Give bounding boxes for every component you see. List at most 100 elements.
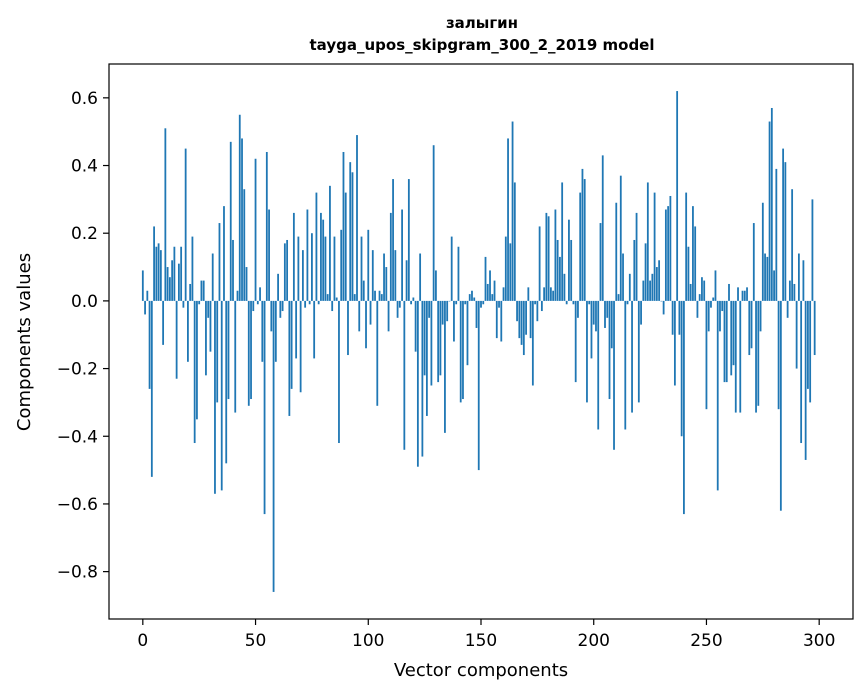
bar-138 [453,300,455,342]
bars-group [141,91,816,592]
bar-151 [482,300,485,305]
bar-196 [583,179,586,301]
bar-7 [157,243,160,301]
bar-19 [184,148,187,301]
bar-219 [635,212,638,301]
bar-202 [597,300,600,430]
bar-43 [238,114,241,301]
bar-35 [220,300,223,491]
bar-246 [696,300,699,318]
y-axis-ticks: 0.6 0.4 0.2 0.0 −0.2 −0.4 −0.6 −0.8 [57,89,109,583]
bar-118 [407,179,410,301]
bar-276 [764,253,766,301]
bar-107 [383,253,385,301]
bar-245 [694,226,697,301]
bar-175 [536,300,539,322]
bar-197 [586,300,588,403]
bar-199 [590,300,593,359]
bar-92 [349,162,352,301]
bar-110 [389,212,392,301]
bar-39 [229,141,232,301]
bar-2 [146,290,149,301]
bar-111 [392,179,394,301]
bar-5 [153,226,155,301]
bar-22 [191,236,194,301]
bar-31 [211,253,214,301]
bar-4 [150,300,153,477]
bar-104 [376,300,379,406]
bar-274 [759,300,762,332]
bar-112 [394,250,397,301]
bar-121 [414,300,417,352]
bar-191 [572,300,575,305]
bar-163 [509,243,512,301]
bar-204 [601,155,604,301]
bar-201 [595,300,597,332]
bar-186 [561,182,564,301]
x-tick-label: 100 [352,631,384,651]
bar-212 [619,175,622,301]
bar-68 [295,300,298,359]
bar-105 [378,290,381,301]
bar-271 [752,223,755,301]
bar-231 [662,300,665,315]
bar-101 [369,300,372,325]
bar-227 [653,192,656,301]
bar-183 [554,209,557,301]
y-tick-label: −0.4 [57,427,98,447]
bar-239 [680,300,683,437]
bar-109 [387,300,390,332]
bar-281 [775,168,778,301]
bar-182 [552,290,555,301]
bar-66 [290,300,293,389]
bar-86 [335,297,338,301]
bar-27 [202,280,205,301]
bar-172 [529,300,532,339]
bar-164 [511,121,514,301]
bar-61 [279,300,282,318]
bar-224 [646,182,649,301]
bar-89 [342,151,345,301]
bar-174 [534,300,537,305]
bar-238 [678,300,681,335]
chart-title-line-2: tayga_upos_skipgram_300_2_2019 model [310,36,655,54]
bar-117 [405,260,408,301]
bar-194 [579,192,582,301]
bar-6 [155,246,158,301]
bar-59 [274,300,277,362]
bar-252 [710,300,712,308]
bar-290 [795,300,798,369]
bar-51 [256,300,259,305]
bar-75 [311,233,313,301]
bar-33 [216,300,219,403]
bar-243 [689,283,692,301]
bar-122 [416,300,419,467]
bar-153 [486,283,489,301]
bar-130 [435,270,437,301]
bar-58 [272,300,275,592]
x-tick-label: 200 [578,631,610,651]
bar-251 [707,300,710,332]
bar-145 [468,294,471,301]
bar-134 [444,300,446,433]
bar-98 [362,280,365,301]
bar-158 [498,300,500,308]
bar-3 [148,300,151,389]
bar-54 [263,300,266,515]
bar-94 [353,294,356,301]
bar-42 [236,290,239,301]
bar-289 [793,283,796,301]
bar-223 [644,243,647,301]
bar-21 [189,283,192,301]
x-tick-label: 250 [690,631,722,651]
bar-203 [599,223,602,301]
bar-23 [193,300,196,444]
bar-56 [268,209,270,301]
bar-65 [288,300,291,416]
bar-90 [344,192,347,301]
bar-181 [549,287,552,301]
bar-124 [421,300,424,457]
bar-156 [493,280,496,301]
bar-250 [705,300,708,410]
bar-268 [746,287,748,301]
